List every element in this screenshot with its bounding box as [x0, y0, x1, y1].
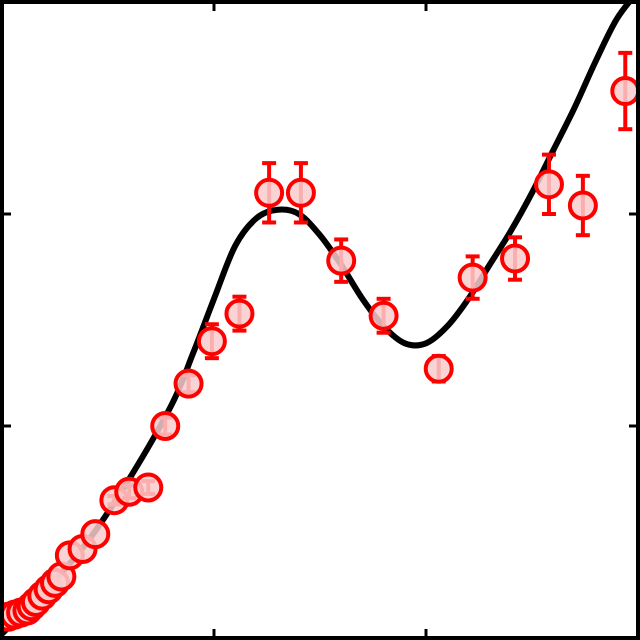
data-point — [533, 152, 564, 216]
point-marker — [254, 177, 285, 208]
data-point — [368, 296, 399, 335]
data-point — [326, 237, 357, 284]
point-marker — [368, 300, 399, 331]
data-point — [224, 294, 255, 333]
data-point — [196, 322, 227, 361]
point-marker — [80, 519, 111, 550]
point-marker — [196, 326, 227, 357]
point-marker — [285, 177, 316, 208]
points-layer — [0, 50, 640, 632]
point-marker — [133, 472, 164, 503]
data-point — [285, 161, 316, 225]
data-point — [457, 254, 488, 301]
point-marker — [326, 245, 357, 276]
data-point — [254, 161, 285, 225]
point-marker — [500, 243, 531, 274]
data-point — [80, 519, 111, 550]
point-marker — [150, 411, 181, 441]
point-marker — [173, 368, 204, 399]
data-point — [133, 472, 164, 503]
point-marker — [423, 353, 454, 384]
data-point — [423, 353, 454, 384]
point-marker — [224, 298, 255, 329]
data-point — [610, 50, 640, 132]
data-point — [567, 173, 598, 238]
data-point — [150, 411, 181, 441]
data-point — [500, 235, 531, 282]
point-marker — [457, 262, 488, 293]
point-marker — [567, 190, 598, 221]
data-point — [173, 368, 204, 399]
point-marker — [533, 169, 564, 200]
point-marker — [610, 76, 640, 107]
